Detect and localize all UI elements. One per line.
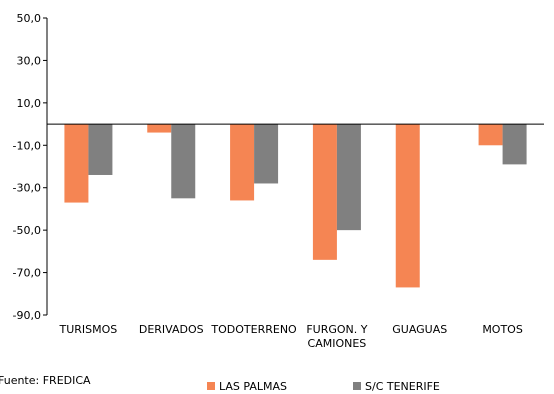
y-tick-label: -10,0 <box>13 139 41 152</box>
bar <box>312 124 337 260</box>
bar <box>88 124 113 175</box>
legend-label: LAS PALMAS <box>219 380 287 393</box>
bar <box>336 124 361 231</box>
category-label: GUAGUAS <box>392 323 447 336</box>
category-label: MOTOS <box>482 323 523 336</box>
legend-swatch <box>353 382 361 390</box>
bar <box>171 124 196 199</box>
category-label: FURGON. Y <box>306 323 367 336</box>
category-label: TODOTERRENO <box>210 323 297 336</box>
legend-swatch <box>207 382 215 390</box>
y-tick-label: -30,0 <box>13 182 41 195</box>
y-tick-label: -50,0 <box>13 224 41 237</box>
source-note: Fuente: FREDICA <box>0 374 91 387</box>
bar <box>147 124 172 133</box>
bar <box>254 124 279 184</box>
bar <box>395 124 420 288</box>
bar <box>230 124 255 201</box>
bar <box>502 124 527 165</box>
bar <box>64 124 89 203</box>
y-tick-label: -70,0 <box>13 267 41 280</box>
category-label: DERIVADOS <box>139 323 204 336</box>
plot-area: 50,0 30,0 10,0 -10,0 -30,0 -50,0 -70,0 -90,0 TUR… <box>13 12 544 350</box>
y-tick-label: 50,0 <box>17 12 42 25</box>
y-tick-label: 30,0 <box>17 54 42 67</box>
category-label: TURISMOS <box>59 323 118 336</box>
y-tick-label: -90,0 <box>13 309 41 322</box>
y-tick-label: 10,0 <box>17 97 42 110</box>
legend: LAS PALMAS S/C TENERIFE <box>207 380 440 393</box>
legend-label: S/C TENERIFE <box>365 380 440 393</box>
category-label: CAMIONES <box>308 337 367 350</box>
bar <box>478 124 503 146</box>
